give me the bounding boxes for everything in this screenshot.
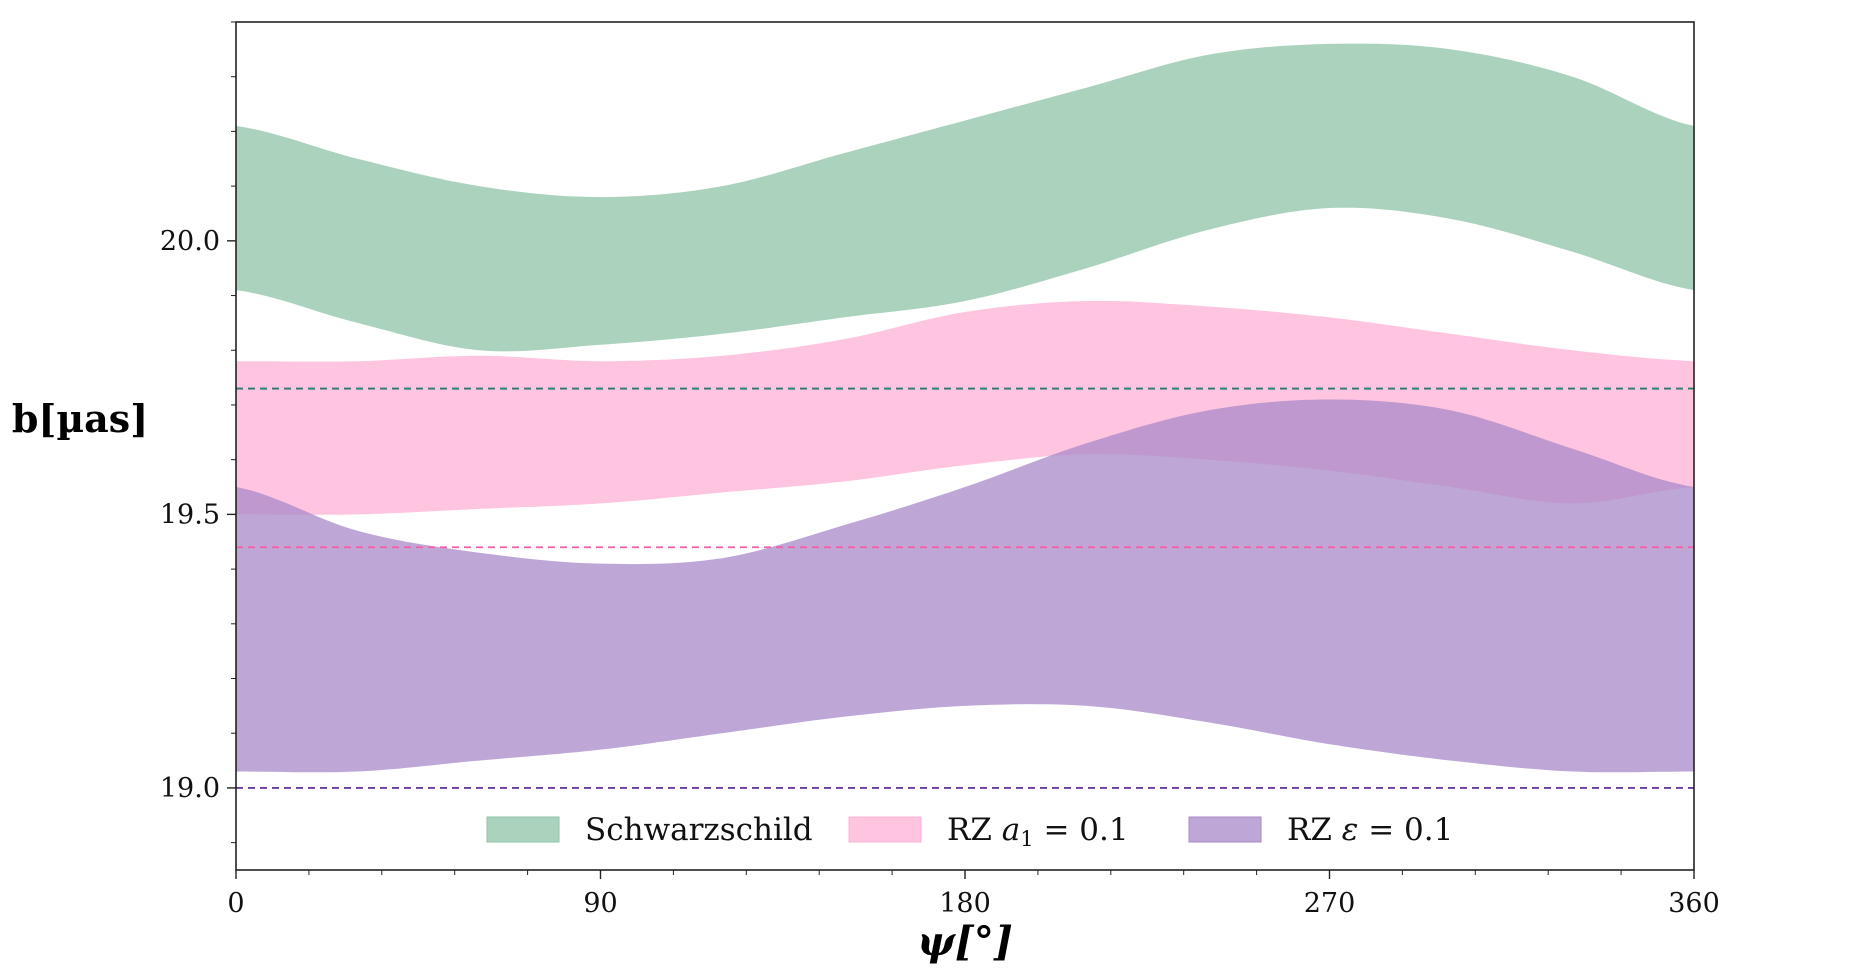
axis-ticks: 0 90 180 270 360 19.0 19.5 20.0	[160, 21, 1720, 919]
y-tick-label: 19.5	[160, 499, 220, 530]
legend-label-prefix: RZ	[947, 812, 1002, 848]
legend-swatch-rz-epsilon	[1188, 816, 1262, 843]
x-axis-label: ψ[°]	[917, 918, 1013, 965]
legend: Schwarzschild RZ a1 = 0.1 RZ ε = 0.1	[486, 812, 1453, 851]
y-tick-label: 20.0	[160, 226, 220, 257]
band-rz-0-1	[236, 399, 1694, 773]
legend-label-suffix: = 0.1	[1358, 812, 1453, 848]
x-tick-label: 360	[1668, 888, 1720, 919]
legend-label-subscript: 1	[1020, 827, 1033, 851]
legend-item-rz-a1: RZ a1 = 0.1	[848, 812, 1129, 851]
legend-swatch-schwarzschild	[486, 816, 560, 843]
y-axis-label: b[µas]	[12, 396, 148, 441]
legend-item-schwarzschild: Schwarzschild	[486, 812, 813, 848]
reference-lines	[236, 387, 1694, 789]
legend-label-symbol: ε	[1342, 812, 1359, 848]
legend-label-prefix: RZ	[1287, 812, 1342, 848]
legend-item-rz-epsilon: RZ ε = 0.1	[1188, 812, 1453, 848]
y-tick-label: 19.0	[160, 773, 220, 804]
legend-label-rz-epsilon: RZ ε = 0.1	[1287, 812, 1453, 848]
legend-label-schwarzschild: Schwarzschild	[585, 812, 813, 848]
band-schwarzschild	[236, 43, 1694, 352]
legend-label-symbol: a	[1002, 812, 1020, 848]
legend-swatch-rz-a1	[848, 816, 922, 843]
uncertainty-bands	[236, 43, 1694, 773]
x-tick-label: 270	[1304, 888, 1356, 919]
legend-label-rz-a1: RZ a1 = 0.1	[947, 812, 1129, 851]
x-tick-label: 180	[939, 888, 991, 919]
x-tick-label: 90	[583, 888, 617, 919]
legend-label-suffix: = 0.1	[1034, 812, 1129, 848]
x-tick-label: 0	[227, 888, 244, 919]
